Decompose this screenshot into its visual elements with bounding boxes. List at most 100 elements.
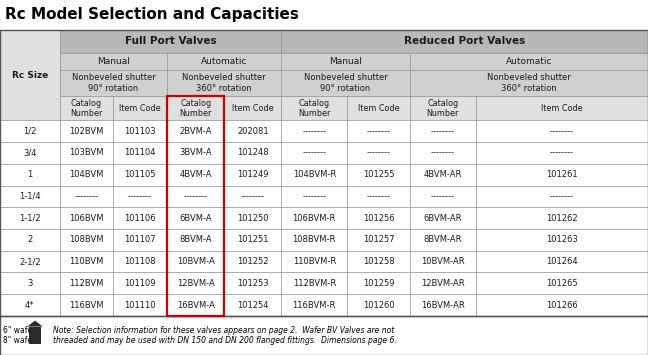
Text: 101254: 101254 — [237, 301, 268, 310]
Text: 108BVM-R: 108BVM-R — [293, 235, 336, 244]
Bar — [281, 164, 347, 186]
Text: 16BVM-A: 16BVM-A — [177, 301, 214, 310]
Text: 101253: 101253 — [237, 279, 268, 288]
Bar — [410, 273, 476, 294]
Bar — [0, 142, 60, 164]
Bar — [113, 294, 167, 316]
Text: 3: 3 — [27, 279, 32, 288]
Text: 101262: 101262 — [546, 214, 577, 223]
Text: 101265: 101265 — [546, 279, 577, 288]
Bar — [347, 96, 410, 120]
Bar — [410, 207, 476, 229]
Bar — [410, 164, 476, 186]
Bar — [476, 294, 648, 316]
Text: 4BVM-AR: 4BVM-AR — [423, 170, 462, 179]
Bar — [29, 327, 41, 344]
Polygon shape — [27, 321, 43, 327]
Bar — [60, 96, 113, 120]
Bar — [281, 30, 648, 53]
Text: 3BVM-A: 3BVM-A — [179, 148, 212, 158]
Text: 106BVM: 106BVM — [69, 214, 104, 223]
Bar — [347, 142, 410, 164]
Text: 1-1/4: 1-1/4 — [19, 192, 41, 201]
Text: --------: -------- — [302, 127, 327, 136]
Bar — [167, 70, 281, 96]
Text: 10BVM-AR: 10BVM-AR — [421, 257, 465, 266]
Bar — [167, 142, 224, 164]
Bar — [113, 186, 167, 207]
Bar — [281, 96, 347, 120]
Bar — [410, 229, 476, 251]
Bar — [167, 53, 281, 70]
Text: Rc Size: Rc Size — [12, 71, 48, 80]
Text: Full Port Valves: Full Port Valves — [124, 36, 216, 47]
Bar — [476, 186, 648, 207]
Text: Item Code: Item Code — [119, 104, 161, 113]
Text: Manual: Manual — [97, 56, 130, 66]
Text: 112BVM-R: 112BVM-R — [293, 279, 336, 288]
Text: 101248: 101248 — [237, 148, 268, 158]
Text: 102BVM: 102BVM — [69, 127, 104, 136]
Bar — [0, 273, 60, 294]
Bar — [224, 96, 281, 120]
Bar — [347, 273, 410, 294]
Text: 112BVM: 112BVM — [69, 279, 104, 288]
Bar — [347, 207, 410, 229]
Text: 116BVM: 116BVM — [69, 301, 104, 310]
Text: 101260: 101260 — [363, 301, 394, 310]
Bar — [347, 186, 410, 207]
Text: 4*: 4* — [25, 301, 34, 310]
Text: Automatic: Automatic — [505, 56, 552, 66]
Text: Nonbeveled shutter
360° rotation: Nonbeveled shutter 360° rotation — [487, 73, 571, 93]
Bar — [167, 273, 224, 294]
Text: 16BVM-AR: 16BVM-AR — [421, 301, 465, 310]
Text: --------: -------- — [550, 192, 574, 201]
Text: --------: -------- — [550, 127, 574, 136]
Text: 101261: 101261 — [546, 170, 577, 179]
Bar — [113, 142, 167, 164]
Text: --------: -------- — [430, 192, 455, 201]
Bar — [224, 273, 281, 294]
Text: Catalog
Number: Catalog Number — [426, 99, 459, 118]
Text: Item Code: Item Code — [232, 104, 273, 113]
Bar — [281, 273, 347, 294]
Bar — [476, 96, 648, 120]
Text: 101104: 101104 — [124, 148, 156, 158]
Text: 110BVM-R: 110BVM-R — [293, 257, 336, 266]
Bar — [281, 120, 347, 142]
Bar — [167, 251, 224, 273]
Text: --------: -------- — [74, 192, 98, 201]
Bar — [60, 120, 113, 142]
Bar — [410, 120, 476, 142]
Text: 101264: 101264 — [546, 257, 577, 266]
Text: 101252: 101252 — [237, 257, 268, 266]
Bar — [60, 251, 113, 273]
Bar — [167, 186, 224, 207]
Text: 2: 2 — [27, 235, 32, 244]
Text: 101251: 101251 — [237, 235, 268, 244]
Bar — [281, 294, 347, 316]
Bar — [347, 251, 410, 273]
Bar — [60, 186, 113, 207]
Bar — [0, 186, 60, 207]
Bar — [347, 294, 410, 316]
Bar — [60, 53, 167, 70]
Bar — [0, 316, 648, 355]
Text: 1: 1 — [27, 170, 32, 179]
Bar — [60, 70, 167, 96]
Bar — [60, 273, 113, 294]
Text: 4BVM-A: 4BVM-A — [179, 170, 212, 179]
Bar — [0, 120, 60, 142]
Bar — [476, 207, 648, 229]
Text: 104BVM: 104BVM — [69, 170, 104, 179]
Bar — [476, 229, 648, 251]
Text: 101103: 101103 — [124, 127, 156, 136]
Text: Catalog
Number: Catalog Number — [298, 99, 330, 118]
Text: --------: -------- — [128, 192, 152, 201]
Text: 110BVM: 110BVM — [69, 257, 104, 266]
Text: Item Code: Item Code — [541, 104, 583, 113]
Bar — [113, 120, 167, 142]
Text: --------: -------- — [302, 148, 327, 158]
Bar — [167, 120, 224, 142]
Text: --------: -------- — [550, 148, 574, 158]
